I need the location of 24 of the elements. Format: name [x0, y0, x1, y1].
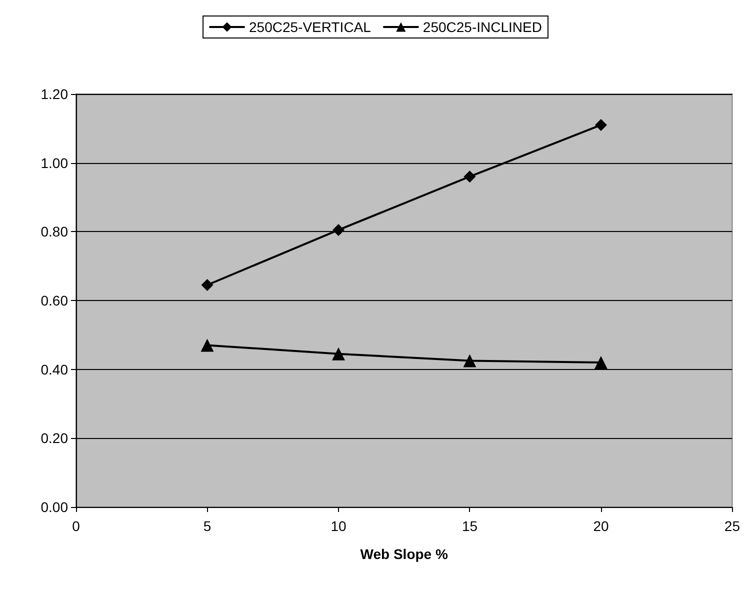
- y-tick-label: 0.00: [40, 499, 68, 515]
- x-tick-label: 15: [462, 518, 478, 534]
- y-tick-label: 1.00: [40, 154, 68, 171]
- x-tick-label: 20: [593, 518, 609, 534]
- point: [200, 338, 214, 352]
- y-tick-label: 0.40: [40, 361, 68, 378]
- point: [332, 347, 345, 360]
- legend-label: 250C25-INCLINED: [422, 19, 542, 35]
- y-tick-label: 1.20: [40, 86, 68, 102]
- point: [463, 354, 476, 368]
- point: [201, 279, 214, 292]
- point: [594, 356, 608, 369]
- y-tick-label: 0.20: [40, 430, 68, 446]
- x-tick-label: 0: [72, 518, 80, 534]
- x-tick-label: 5: [203, 518, 212, 534]
- x-axis-title: Web Slope %: [360, 546, 448, 562]
- point: [332, 224, 344, 236]
- y-tick-label: 0.60: [40, 292, 68, 308]
- legend-label: 250C25-VERTICAL: [249, 19, 372, 35]
- point: [464, 170, 476, 183]
- x-tick-label: 10: [330, 518, 346, 534]
- point: [594, 118, 607, 131]
- x-tick-label: 25: [724, 518, 740, 534]
- y-tick-label: 0.80: [40, 224, 68, 240]
